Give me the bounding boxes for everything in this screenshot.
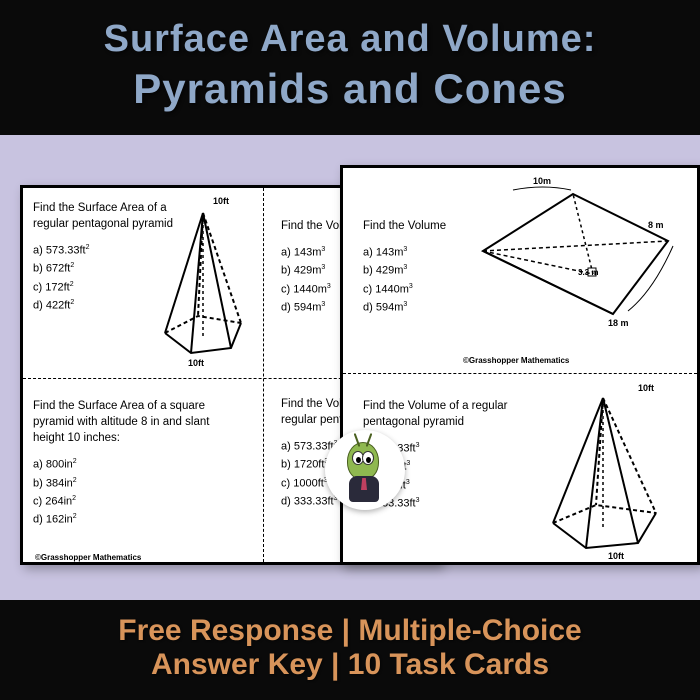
header-band: Surface Area and Volume: Pyramids and Co…	[0, 0, 700, 135]
q3-options: a) 800in2 b) 384in2 c) 264in2 d) 162in2	[33, 456, 253, 529]
header-title-line2: Pyramids and Cones	[20, 65, 680, 113]
triangular-pyramid-icon	[473, 186, 683, 321]
dim-label: 10ft	[638, 383, 654, 393]
grasshopper-mascot-icon	[325, 430, 405, 510]
footer-line2: Answer Key | 10 Task Cards	[20, 648, 680, 682]
pentagonal-pyramid-icon	[538, 393, 668, 558]
copyright-text: ©Grasshopper Mathematics	[463, 356, 569, 365]
q3-prompt: Find the Surface Area of a square pyrami…	[33, 398, 233, 446]
dim-label: 10ft	[213, 196, 229, 206]
dim-label: 10m	[533, 176, 551, 186]
task-card-q1: Find the Surface Area of a regular penta…	[23, 188, 263, 378]
task-card-front-q1: Find the Volume a) 143m3 b) 429m3 c) 144…	[343, 168, 700, 373]
copyright-text: ©Grasshopper Mathematics	[35, 553, 141, 562]
footer-band: Free Response | Multiple-Choice Answer K…	[0, 600, 700, 700]
pentagonal-pyramid-icon	[153, 208, 253, 363]
header-title-line1: Surface Area and Volume:	[20, 18, 680, 61]
footer-line1: Free Response | Multiple-Choice	[20, 614, 680, 648]
fq2-prompt: Find the Volume of a regular pentagonal …	[363, 398, 513, 430]
cards-area: Find the Surface Area of a regular penta…	[0, 170, 700, 600]
task-card-q3: Find the Surface Area of a square pyrami…	[23, 378, 263, 568]
q1-prompt: Find the Surface Area of a regular penta…	[33, 200, 173, 232]
